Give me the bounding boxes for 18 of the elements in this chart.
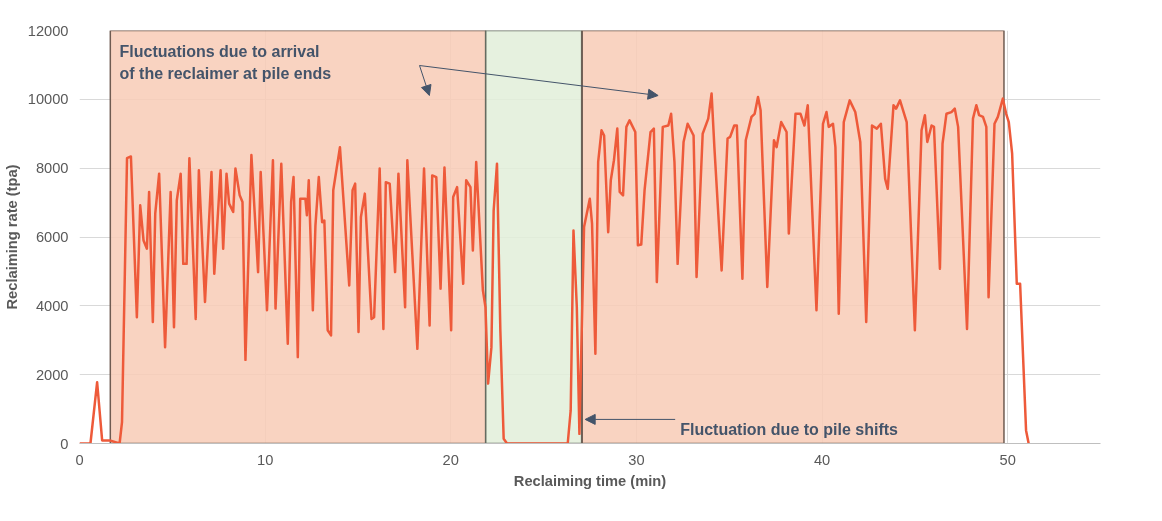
x-axis-title: Reclaiming time (min) — [513, 472, 667, 489]
x-tick-label: 0 — [75, 451, 84, 468]
y-tick-label: 6000 — [35, 229, 69, 245]
x-tick-label: 20 — [442, 451, 459, 468]
line-series — [79, 92, 1030, 444]
y-tick-label: 0 — [60, 435, 69, 452]
y-tick-label: 10000 — [27, 91, 69, 108]
annotation: Fluctuation due to pile shifts — [680, 420, 899, 438]
x-tick-label: 10 — [256, 451, 274, 468]
y-axis-title: Reclaiming rate (tpa) — [3, 164, 20, 310]
annotation: Fluctuations due to arrival of the reclaimer at pile ends — [119, 42, 332, 82]
y-tick-label: 4000 — [35, 297, 69, 314]
x-tick-label: 50 — [999, 451, 1016, 468]
y-tick-label: 12000 — [27, 22, 69, 39]
x-tick-label: 40 — [813, 451, 831, 468]
x-tick-label: 30 — [628, 451, 645, 468]
y-tick-label: 2000 — [35, 366, 69, 383]
y-tick-label: 8000 — [35, 160, 69, 177]
